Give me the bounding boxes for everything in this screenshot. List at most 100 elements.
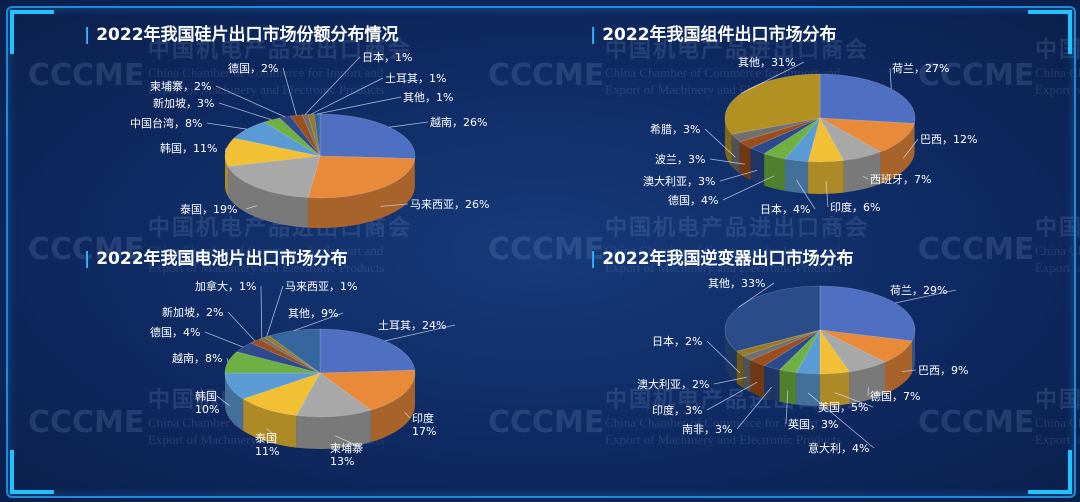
slice-label-中国台湾: 中国台湾，8% bbox=[130, 116, 202, 130]
leader-line-德国 bbox=[722, 175, 775, 201]
pie-side-韩国 bbox=[225, 373, 244, 431]
slice-label-line: 17% bbox=[412, 425, 436, 438]
pie-slice-西班牙 bbox=[819, 117, 882, 161]
leader-line-日本 bbox=[796, 179, 816, 210]
pie-side-美国 bbox=[820, 371, 850, 406]
leader-line-柬埔寨 bbox=[334, 435, 364, 449]
pie-side-南非 bbox=[764, 365, 780, 402]
pie-side-泰国 bbox=[243, 398, 297, 448]
title-bar-icon: | bbox=[84, 249, 91, 269]
title-bar-icon: | bbox=[590, 249, 597, 269]
pie-side-希腊 bbox=[731, 134, 740, 174]
slice-label-柬埔寨: 柬埔寨 13% bbox=[330, 441, 363, 468]
slice-label-波兰: 波兰，3% bbox=[655, 153, 705, 166]
leader-line-印度 bbox=[404, 411, 411, 419]
pie-slice-韩国 bbox=[224, 372, 321, 400]
chart-title-inverter: | 2022年我国逆变器出口市场分布 bbox=[590, 244, 854, 269]
slice-label-韩国: 韩国，11% bbox=[160, 141, 217, 155]
slice-label-line: 韩国 bbox=[195, 389, 217, 403]
pie-slice-荷兰 bbox=[819, 73, 916, 124]
pie-side-德国 bbox=[764, 153, 786, 191]
slice-label-line: 10% bbox=[195, 403, 219, 416]
slice-label-德国: 德国，7% bbox=[870, 389, 920, 403]
pie-chart-1: 荷兰，27% 巴西，12% 西班牙，7% 印度，6% 日本，4% 德国，4% 澳大利亚，3%… bbox=[643, 56, 977, 216]
slice-label-line: 希腊，3% bbox=[650, 122, 700, 136]
slice-label-line: 德国，7% bbox=[870, 389, 920, 403]
chart-title-text: 2022年我国组件出口市场分布 bbox=[602, 25, 837, 45]
slice-label-美国: 美国，5% bbox=[818, 401, 868, 414]
chart-title-module: | 2022年我国组件出口市场分布 bbox=[590, 20, 837, 45]
pie-side-澳大利亚 bbox=[750, 148, 765, 186]
slice-label-line: 荷兰，27% bbox=[892, 62, 949, 75]
slice-label-荷兰: 荷兰，27% bbox=[892, 62, 949, 75]
pie-side-英国 bbox=[779, 369, 797, 405]
slice-label-德国: 德国，4% bbox=[668, 193, 718, 207]
slice-label-荷兰: 荷兰，29% bbox=[890, 284, 947, 297]
pie-side-荷兰 bbox=[912, 330, 915, 373]
pie-slice-土耳其 bbox=[307, 113, 321, 157]
slice-label-line: 印度 bbox=[412, 411, 434, 425]
leader-line-马来西亚 bbox=[266, 285, 284, 337]
pie-slice-印度 bbox=[807, 117, 845, 163]
slice-label-line: 泰国，19% bbox=[180, 202, 237, 216]
pie-chart-0: 越南，26% 马来西亚，26% 泰国，19% 韩国，11% 中国台湾，8% 新加坡，3% 柬… bbox=[130, 50, 489, 228]
pie-slice-波兰 bbox=[739, 117, 821, 149]
pie-slice-巴西 bbox=[819, 329, 913, 363]
slice-label-line: 荷兰，29% bbox=[890, 284, 947, 297]
pie-side-泰国 bbox=[227, 166, 309, 228]
pie-slice-越南 bbox=[319, 113, 416, 159]
pie-side-印度 bbox=[808, 160, 844, 194]
slice-label-line: 日本，4% bbox=[760, 202, 810, 216]
pie-slice-印度 bbox=[750, 329, 821, 366]
slice-label-line: 澳大利亚，2% bbox=[637, 377, 709, 391]
leader-line-南非 bbox=[736, 386, 772, 430]
pie-slice-意大利 bbox=[795, 328, 821, 375]
slice-label-line: 11% bbox=[255, 445, 279, 458]
chart-title-text: 2022年我国硅片出口市场份额分布情况 bbox=[96, 25, 399, 45]
pie-slice-德国 bbox=[763, 117, 821, 160]
slice-label-line: 南非，3% bbox=[682, 423, 732, 436]
slice-label-line: 柬埔寨 bbox=[330, 441, 363, 455]
slice-label-line: 日本，2% bbox=[652, 334, 702, 348]
leader-line-波兰 bbox=[709, 158, 745, 165]
slice-label-line: 德国，4% bbox=[150, 325, 200, 339]
pie-chart-3: 荷兰，29% 巴西，9% 德国，7%美国，5% 意大利，4% 英国，3% 南非，3% 印度，… bbox=[637, 277, 968, 455]
pie-side-其他 bbox=[725, 330, 737, 384]
slice-label-日本: 日本，1% bbox=[362, 50, 412, 64]
chart-title-text: 2022年我国逆变器出口市场分布 bbox=[602, 249, 854, 269]
leader-line-土耳其 bbox=[384, 324, 456, 342]
leader-line-印度 bbox=[706, 381, 758, 411]
slice-label-加拿大: 加拿大，1% bbox=[195, 279, 256, 293]
slice-label-其他: 其他，9% bbox=[288, 307, 338, 320]
slice-label-其他: 其他，1% bbox=[403, 91, 453, 104]
leader-line-土耳其 bbox=[310, 77, 384, 115]
slice-label-印度: 印度，3% bbox=[652, 403, 702, 417]
pie-side-西班牙 bbox=[843, 151, 881, 193]
slice-label-line: 土耳其，1% bbox=[385, 72, 446, 85]
slice-label-日本: 日本，4% bbox=[760, 202, 810, 216]
slice-label-韩国: 韩国 10% bbox=[195, 389, 219, 416]
slice-label-line: 日本，1% bbox=[362, 50, 412, 64]
slice-label-line: 波兰，3% bbox=[655, 153, 705, 166]
slice-label-越南: 越南，8% bbox=[172, 351, 222, 365]
title-bar-icon: | bbox=[590, 25, 597, 45]
pie-slice-马来西亚 bbox=[263, 335, 321, 374]
pie-side-日本 bbox=[736, 351, 744, 388]
leader-line-荷兰 bbox=[895, 289, 957, 304]
slice-label-line: 泰国 bbox=[255, 431, 277, 445]
leader-line-西班牙 bbox=[862, 176, 869, 180]
slice-label-越南: 越南，26% bbox=[430, 115, 487, 129]
pie-side-柬埔寨 bbox=[296, 410, 371, 449]
pie-slice-南非 bbox=[763, 329, 821, 371]
leader-line-韩国 bbox=[225, 147, 227, 153]
pie-slice-印度 bbox=[319, 369, 416, 411]
slice-label-line: 印度，3% bbox=[652, 403, 702, 417]
pie-slice-日本 bbox=[736, 329, 821, 357]
slice-label-line: 越南，8% bbox=[172, 351, 222, 365]
pie-side-意大利 bbox=[796, 372, 820, 407]
leader-line-新加坡 bbox=[218, 102, 272, 121]
leader-line-日本 bbox=[706, 340, 741, 374]
slice-label-希腊: 希腊，3% bbox=[650, 122, 700, 136]
pie-slice-日本 bbox=[784, 117, 821, 162]
